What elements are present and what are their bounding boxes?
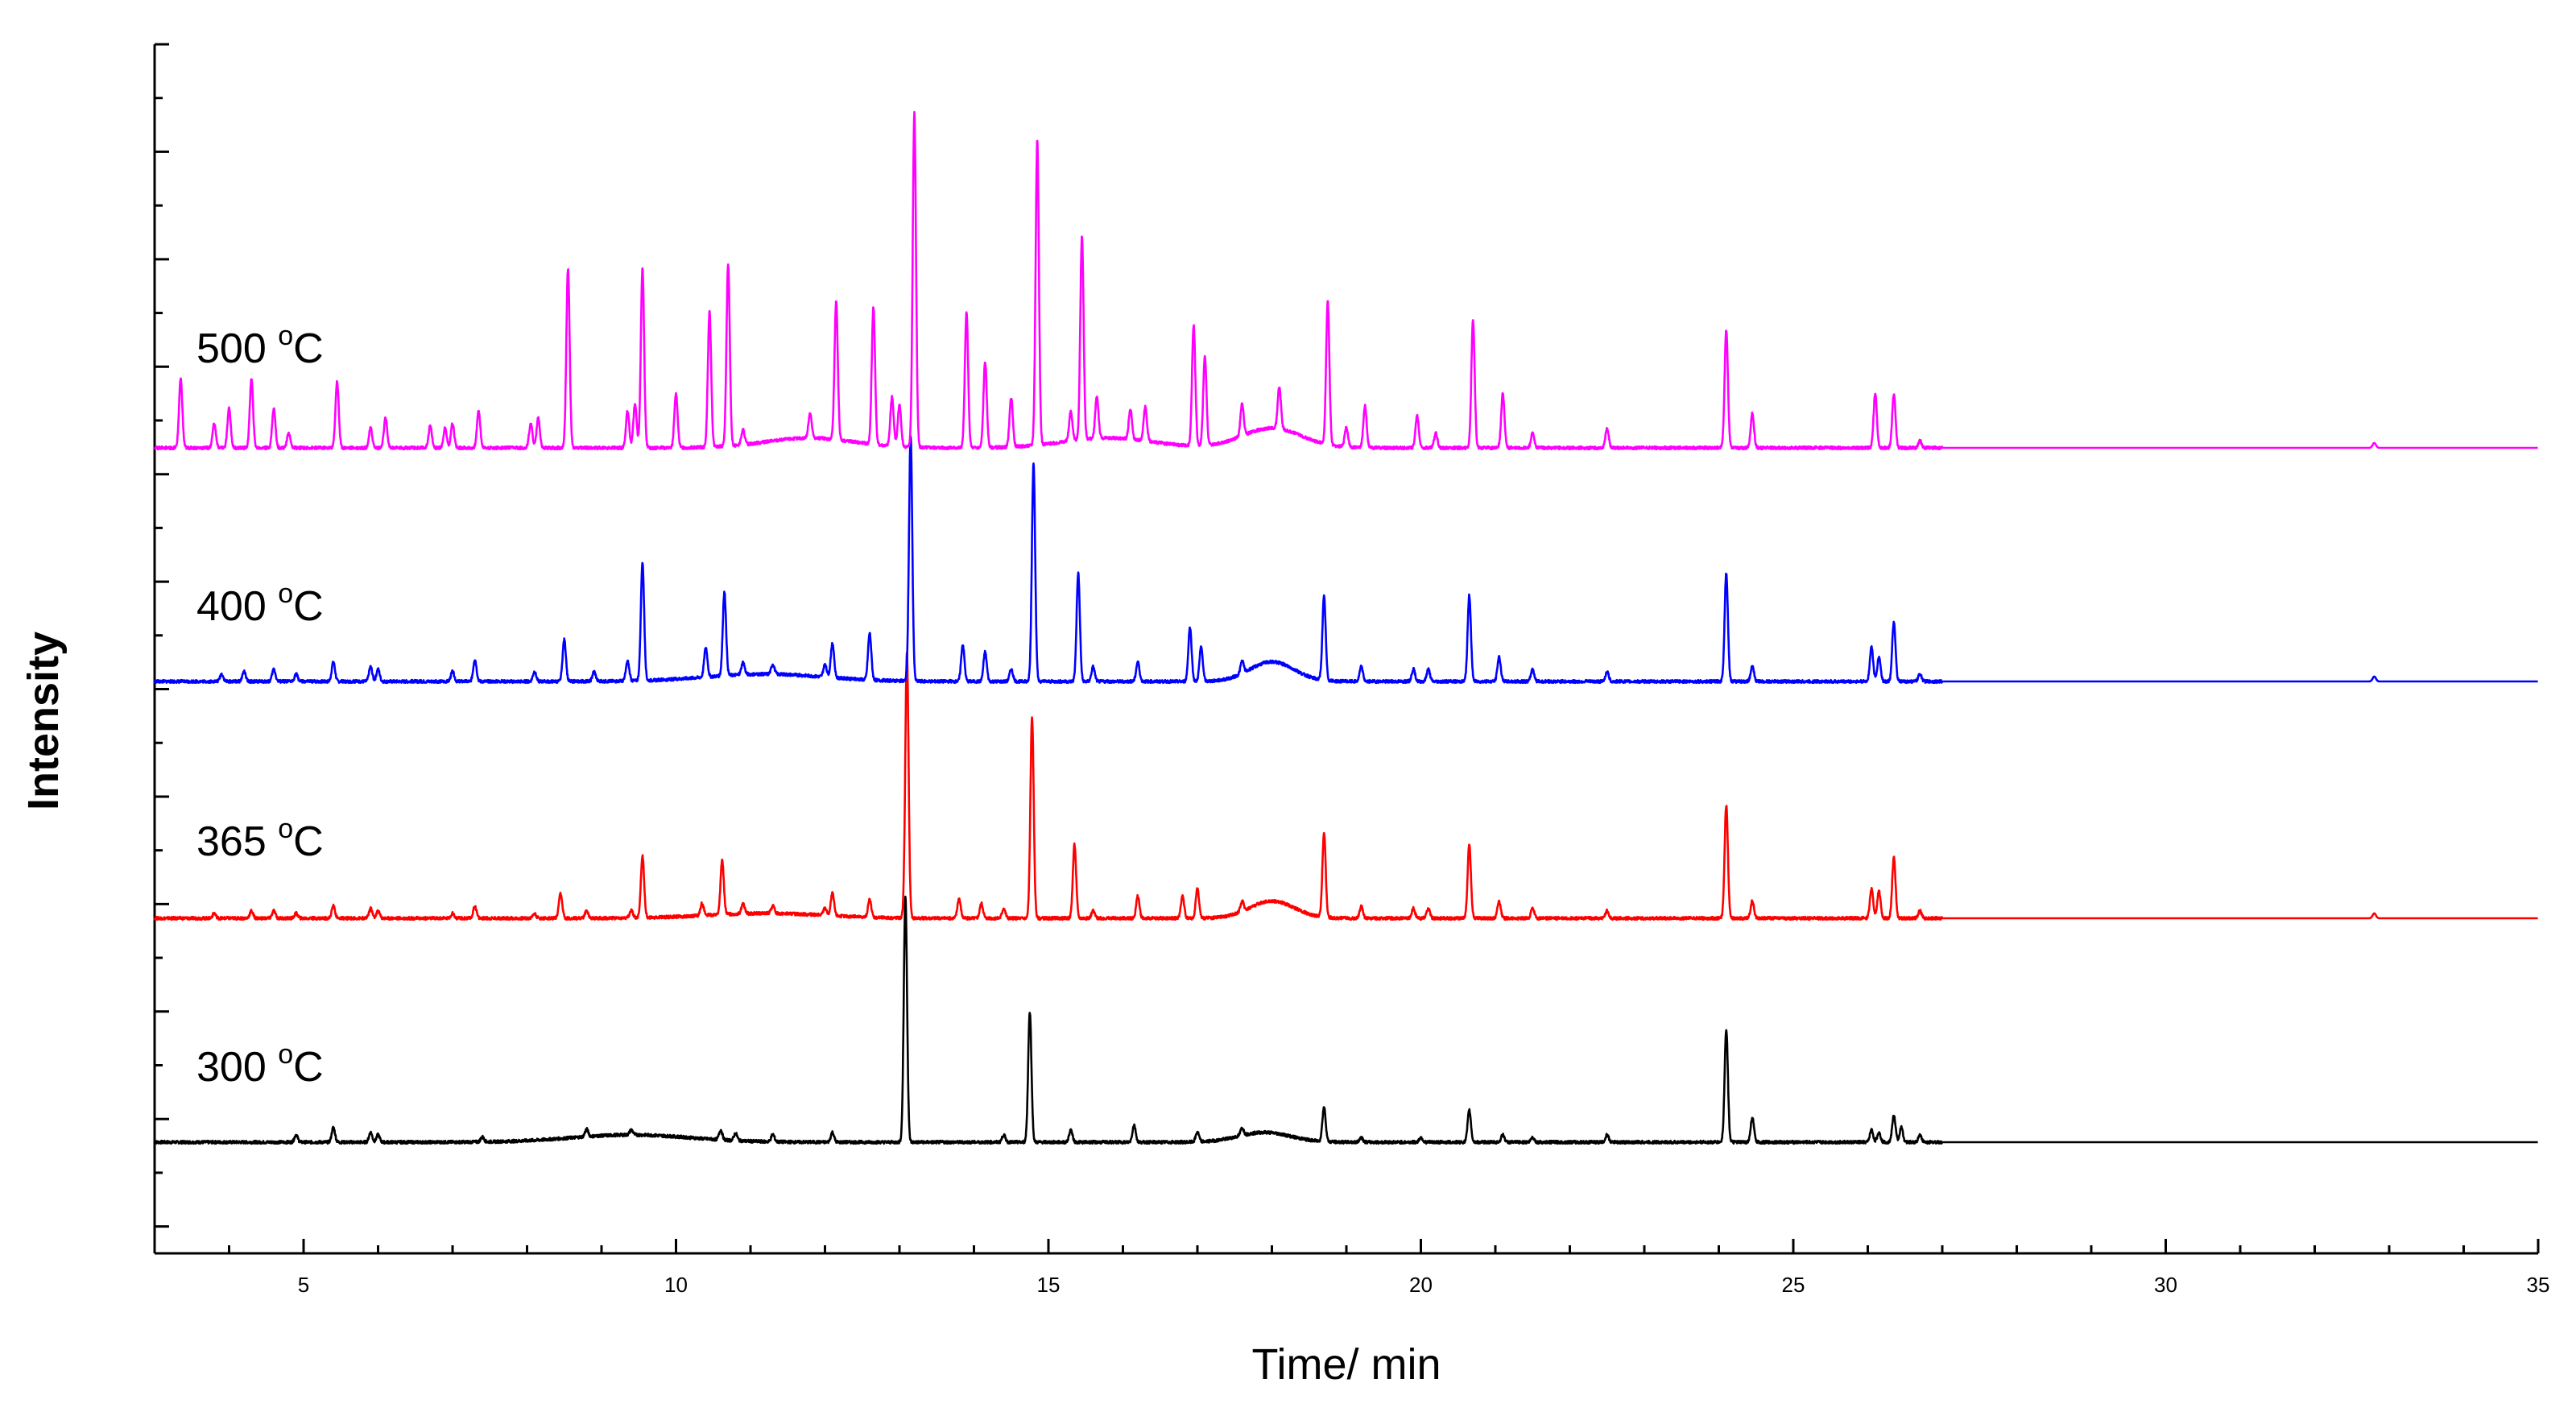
series-line-300: [154, 895, 2539, 1145]
series-labels: 300 oC 365 oC 400 oC 500 oC: [196, 321, 324, 1091]
traces: [153, 110, 2539, 1145]
series-line-400: [153, 435, 2539, 685]
x-tick-label: 20: [1409, 1273, 1433, 1297]
x-axis-title: Time/ min: [1251, 1340, 1441, 1389]
series-label-500: 500 oC: [196, 321, 324, 372]
x-tick-label: 10: [664, 1273, 688, 1297]
series-line-365: [153, 651, 2539, 921]
axes: 5 10 15 20 25 30 35: [153, 43, 2550, 1297]
series-line-500: [153, 110, 2539, 451]
x-tick-label: 35: [2527, 1273, 2550, 1297]
series-label-300: 300 oC: [196, 1039, 324, 1091]
series-label-365: 365 oC: [196, 814, 324, 865]
x-tick-label: 15: [1037, 1273, 1061, 1297]
x-tick-label: 30: [2154, 1273, 2177, 1297]
x-tick-label: 5: [298, 1273, 309, 1297]
series-label-400: 400 oC: [196, 578, 324, 630]
y-axis-title: Intensity: [19, 632, 68, 810]
x-tick-label: 25: [1782, 1273, 1805, 1297]
